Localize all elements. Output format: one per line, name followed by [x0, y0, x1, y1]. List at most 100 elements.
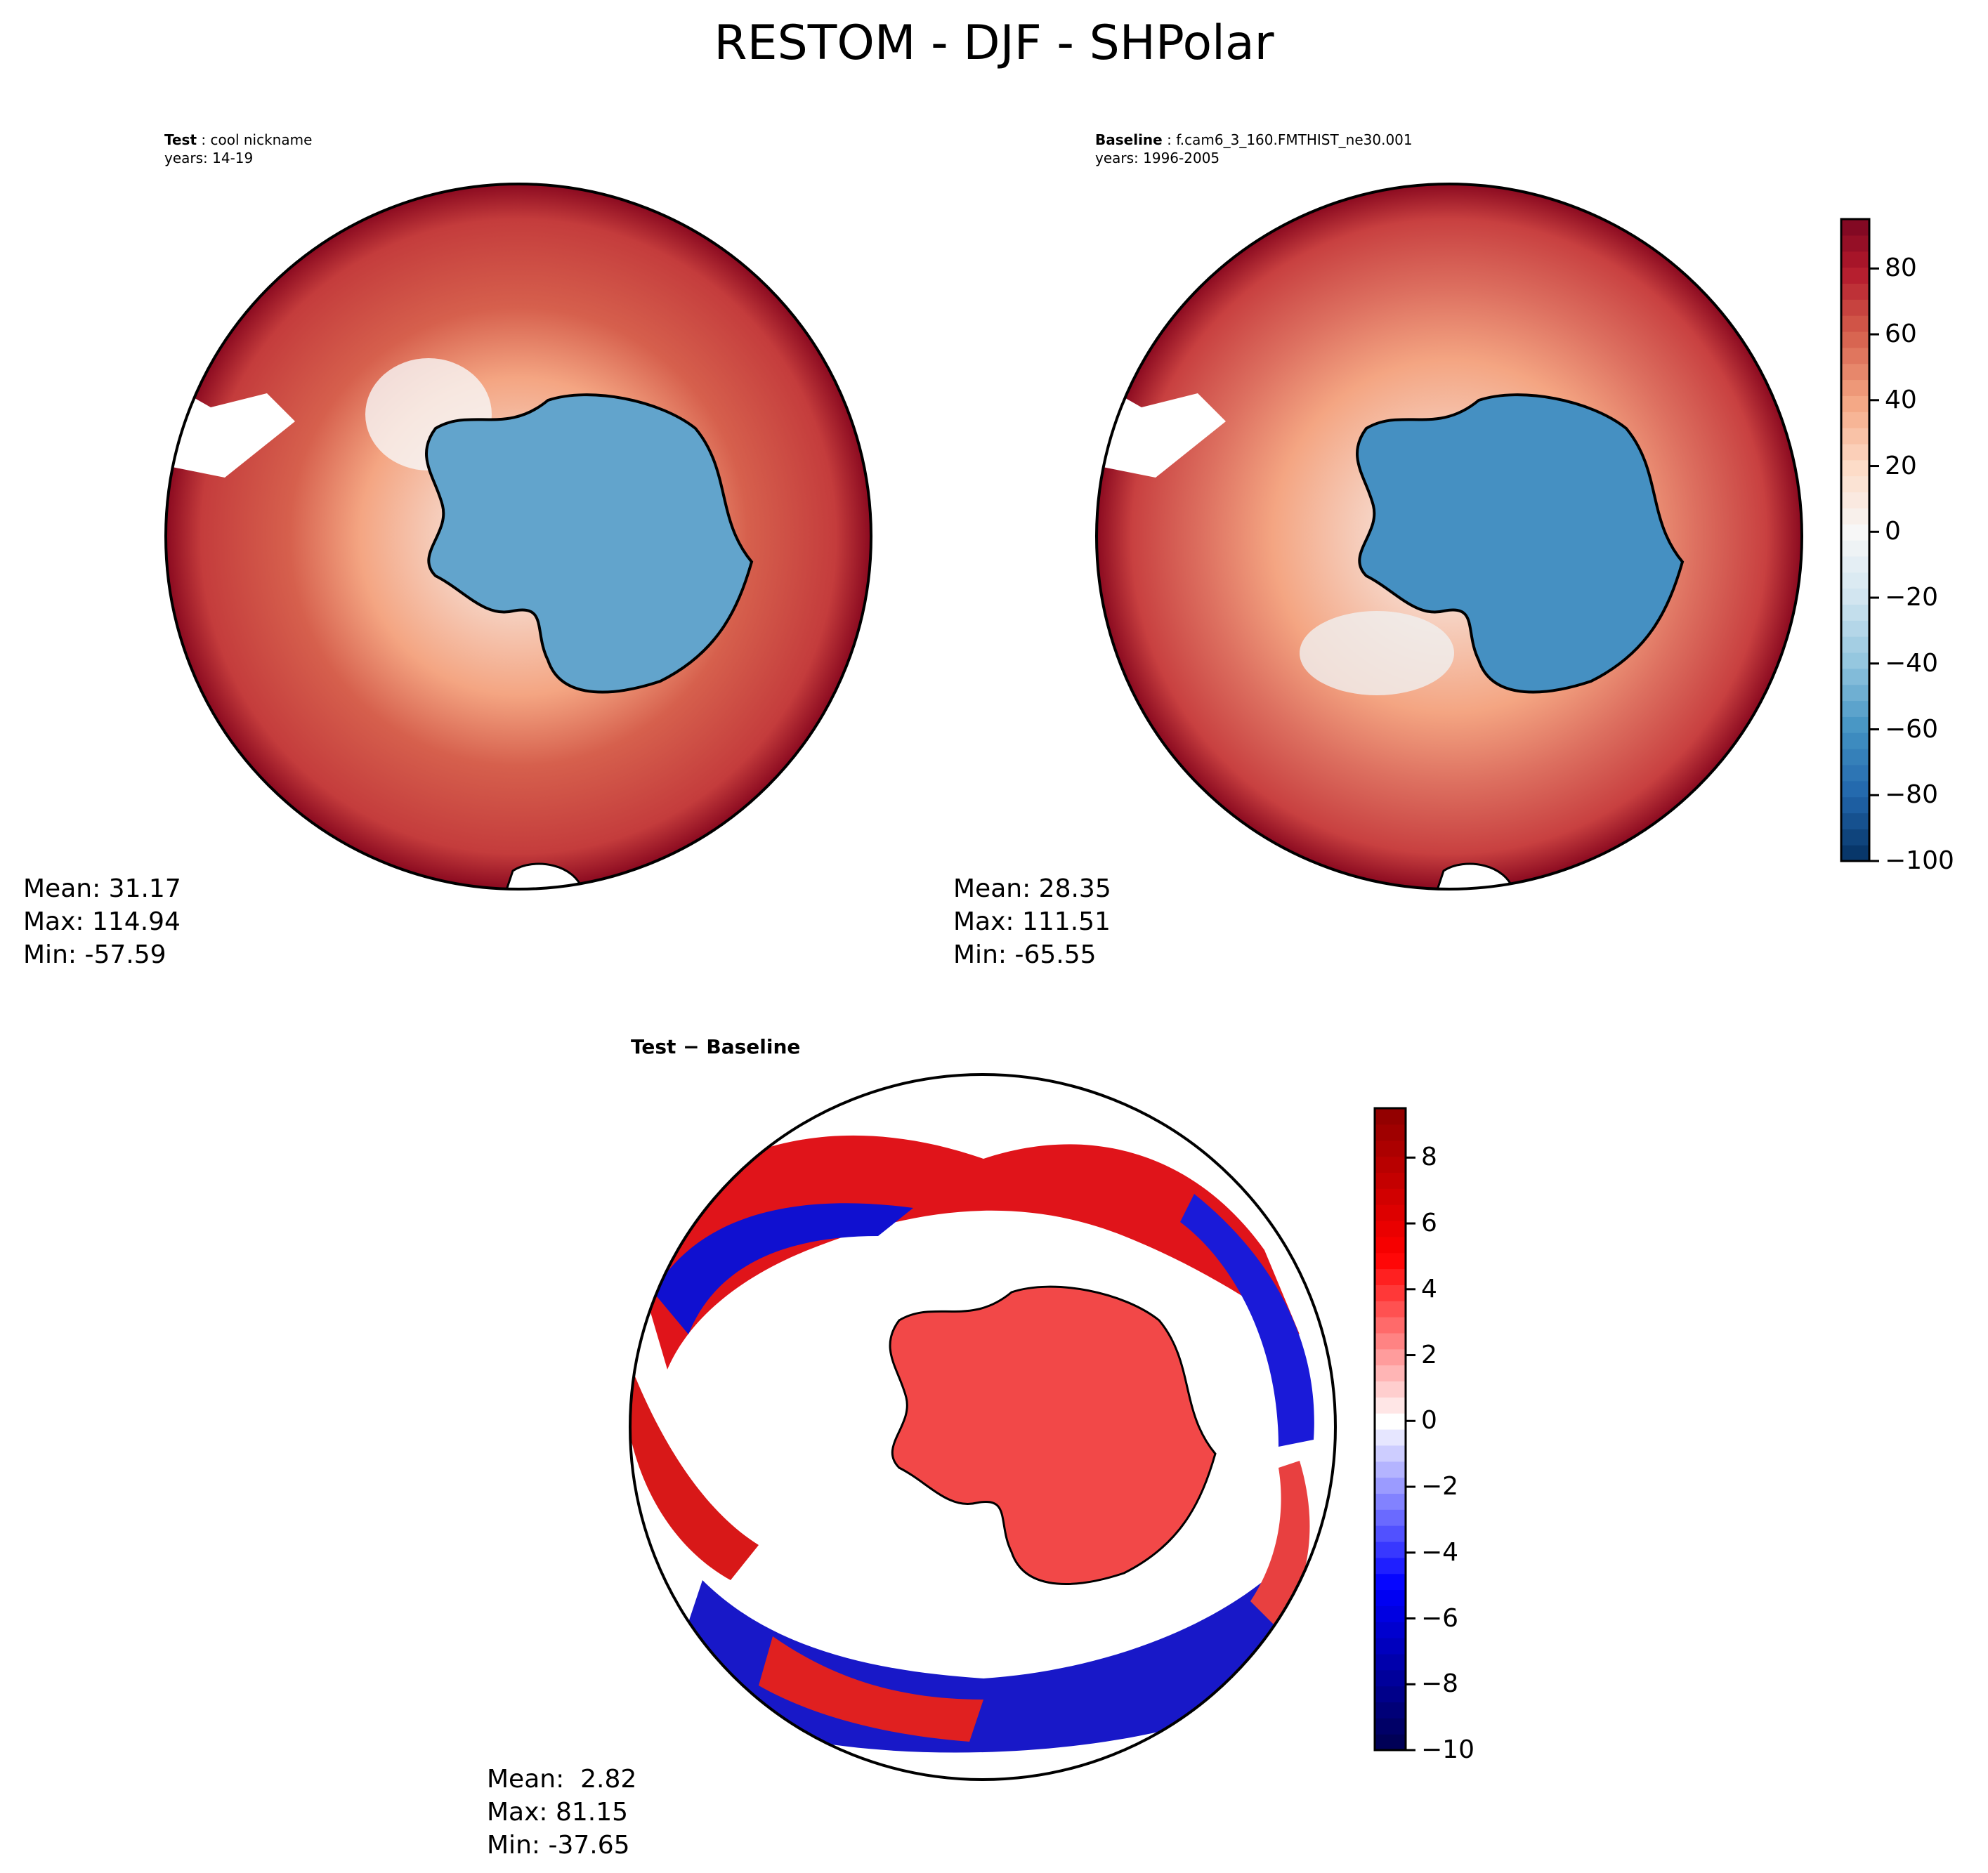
baseline-label: Baseline [1095, 131, 1163, 148]
baseline-stats: Mean: 28.35 Max: 111.51 Min: -65.55 [953, 872, 1111, 971]
colorbar-band [1375, 1669, 1406, 1687]
difference-map-frame [629, 1073, 1337, 1781]
colorbar-diff [1373, 1107, 1415, 1752]
baseline-map [1097, 184, 1802, 889]
colorbar-tick-label: 4 [1421, 1274, 1437, 1303]
colorbar-band [1841, 363, 1869, 381]
test-max: Max: 114.94 [23, 907, 181, 936]
colorbar-band [1841, 636, 1869, 653]
colorbar-frame [1840, 218, 1871, 862]
colorbar-band [1375, 1702, 1406, 1718]
colorbar-band [1375, 1220, 1406, 1237]
colorbar-band [1375, 1301, 1406, 1317]
colorbar-band [1841, 556, 1869, 573]
colorbar-band [1841, 668, 1869, 685]
colorbar-band [1375, 1140, 1406, 1157]
colorbar-band [1841, 813, 1869, 829]
colorbar-band [1841, 331, 1869, 348]
colorbar-band [1375, 1348, 1406, 1366]
colorbar-band [1841, 796, 1869, 814]
colorbar-band [1841, 700, 1869, 717]
colorbar-band [1375, 1124, 1406, 1141]
colorbar-tick-label: 80 [1885, 254, 1917, 283]
colorbar-band [1841, 251, 1869, 268]
colorbar-band [1375, 1445, 1406, 1462]
colorbar-band [1375, 1573, 1406, 1591]
colorbar-main [1840, 218, 1879, 862]
colorbar-band [1841, 492, 1869, 508]
colorbar-tick-label: −4 [1421, 1537, 1459, 1567]
baseline-max: Max: 111.51 [953, 907, 1111, 936]
difference-map [630, 1074, 1335, 1780]
diff-max: Max: 81.15 [487, 1798, 629, 1827]
colorbar-tick-label: 0 [1421, 1406, 1437, 1435]
colorbar-band [1375, 1493, 1406, 1510]
colorbar-band [1841, 684, 1869, 702]
colorbar-band [1841, 315, 1869, 332]
baseline-map-frame [1095, 183, 1803, 891]
colorbar-band [1375, 1685, 1406, 1703]
colorbar-band [1841, 620, 1869, 637]
colorbar-band [1375, 1525, 1406, 1542]
colorbar-tick-label: 8 [1421, 1143, 1437, 1172]
colorbar-band [1841, 588, 1869, 605]
colorbar-band [1375, 1236, 1406, 1254]
colorbar-band [1375, 1509, 1406, 1526]
colorbar-band [1841, 732, 1869, 749]
colorbar-tick-label: −40 [1885, 648, 1938, 678]
colorbar-tick-label: −80 [1885, 780, 1938, 810]
colorbar-band [1375, 1477, 1406, 1494]
colorbar-band [1841, 508, 1869, 525]
colorbar-band [1375, 1381, 1406, 1398]
colorbar-band [1375, 1413, 1406, 1430]
colorbar-band [1375, 1332, 1406, 1350]
diff-min: Min: -37.65 [487, 1831, 630, 1860]
colorbar-band [1375, 1284, 1406, 1301]
test-name: cool nickname [210, 131, 313, 148]
colorbar-band [1375, 1188, 1406, 1205]
colorbar-band [1841, 829, 1869, 846]
colorbar-band [1841, 347, 1869, 364]
colorbar-band [1841, 443, 1869, 461]
colorbar-band [1375, 1172, 1406, 1189]
colorbar-band [1841, 235, 1869, 252]
colorbar-band [1841, 524, 1869, 541]
colorbar-tick-label: 6 [1421, 1209, 1437, 1238]
colorbar-band [1841, 652, 1869, 669]
colorbar-frame [1373, 1107, 1407, 1752]
colorbar-tick-label: 40 [1885, 385, 1917, 414]
colorbar-band [1375, 1268, 1406, 1285]
test-map [166, 184, 871, 889]
colorbar-band [1841, 780, 1869, 798]
colorbar-tick-label: −2 [1421, 1472, 1459, 1501]
colorbar-tick-label: 60 [1885, 320, 1917, 349]
colorbar-band [1375, 1622, 1406, 1638]
colorbar-tick-label: −100 [1885, 846, 1954, 875]
colorbar-band [1841, 604, 1869, 621]
colorbar-tick-label: −60 [1885, 714, 1938, 744]
test-min: Min: -57.59 [23, 940, 166, 969]
colorbar-band [1841, 219, 1869, 236]
colorbar-band [1375, 1252, 1406, 1270]
colorbar-tick-label: −10 [1421, 1735, 1474, 1764]
colorbar-band [1375, 1734, 1406, 1751]
colorbar-tick-label: 2 [1421, 1340, 1437, 1369]
baseline-min: Min: -65.55 [953, 940, 1097, 969]
colorbar-band [1841, 716, 1869, 733]
colorbar-band [1375, 1108, 1406, 1125]
colorbar-band [1841, 540, 1869, 557]
colorbar-band [1375, 1557, 1406, 1575]
colorbar-band [1841, 412, 1869, 428]
colorbar-tick-label: −6 [1421, 1603, 1459, 1633]
baseline-header: Baseline : f.cam6_3_160.FMTHIST_ne30.001… [1095, 131, 1413, 166]
colorbar-band [1841, 572, 1869, 589]
colorbar-band [1841, 475, 1869, 493]
baseline-mean: Mean: 28.35 [953, 874, 1111, 903]
diff-mean: Mean: 2.82 [487, 1765, 637, 1794]
colorbar-band [1841, 459, 1869, 477]
colorbar-band [1841, 267, 1869, 284]
colorbar-band [1375, 1589, 1406, 1606]
colorbar-band [1375, 1429, 1406, 1446]
colorbar-band [1375, 1397, 1406, 1414]
colorbar-band [1375, 1541, 1406, 1558]
